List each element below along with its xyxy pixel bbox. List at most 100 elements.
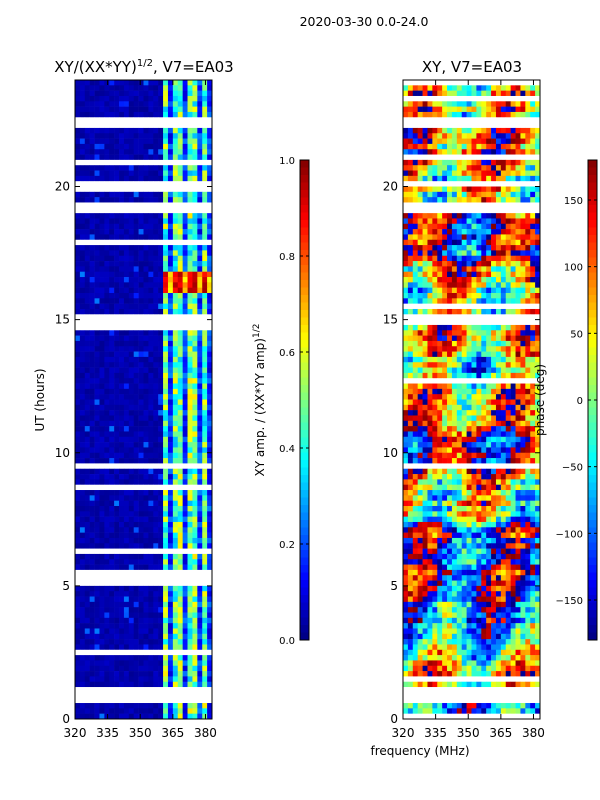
amplitude-cell <box>148 548 154 555</box>
amplitude-cell <box>192 628 198 635</box>
amplitude-cell <box>75 447 81 454</box>
amplitude-cell <box>89 324 95 331</box>
phase-cell <box>476 170 482 177</box>
amplitude-cell <box>94 340 100 347</box>
amplitude-cell <box>202 692 208 698</box>
amplitude-cell <box>182 623 188 629</box>
phase-cell <box>403 90 409 97</box>
amplitude-cell <box>84 490 90 496</box>
amplitude-cell <box>94 356 100 363</box>
phase-cell <box>535 223 541 230</box>
phase-cell <box>432 213 438 219</box>
amplitude-cell <box>197 346 203 352</box>
amplitude-cell <box>202 202 208 209</box>
amplitude-cell <box>123 138 130 145</box>
amplitude-cell <box>84 548 90 555</box>
colorbar-segment <box>300 340 309 348</box>
amplitude-cell <box>89 474 95 480</box>
phase-cell <box>451 95 458 102</box>
phase-cell <box>481 293 487 299</box>
amplitude-cell <box>109 298 115 304</box>
amplitude-cell <box>163 665 169 672</box>
phase-cell <box>451 314 458 320</box>
amplitude-cell <box>187 410 193 416</box>
phase-cell <box>530 202 536 209</box>
amplitude-cell <box>138 346 144 352</box>
amplitude-cell <box>167 127 174 134</box>
amplitude-cell <box>202 335 208 342</box>
amplitude-cell <box>163 133 169 139</box>
phase-cell <box>486 159 492 166</box>
amplitude-cell <box>99 447 105 454</box>
amplitude-cell <box>89 516 95 523</box>
amplitude-cell <box>167 692 174 698</box>
amplitude-cell <box>114 607 120 613</box>
amplitude-cell <box>114 559 120 565</box>
phase-cell <box>486 314 492 320</box>
phase-cell <box>412 85 418 91</box>
amplitude-cell <box>104 548 110 555</box>
amplitude-cell <box>104 239 110 246</box>
amplitude-cell <box>114 655 120 661</box>
amplitude-cell <box>89 351 95 358</box>
amplitude-cell <box>172 85 179 91</box>
amplitude-cell <box>119 703 125 709</box>
amplitude-cell <box>167 80 174 86</box>
amplitude-cell <box>138 250 144 257</box>
phase-cell <box>520 143 526 150</box>
amplitude-cell <box>143 293 149 299</box>
amplitude-cell <box>89 484 95 491</box>
amplitude-cell <box>187 713 193 720</box>
amplitude-cell <box>128 149 135 155</box>
amplitude-cell <box>133 266 139 272</box>
phase-cell <box>520 95 526 102</box>
amplitude-cell <box>119 537 125 544</box>
amplitude-cell <box>104 474 110 480</box>
amplitude-cell <box>84 394 90 400</box>
amplitude-cell <box>182 197 188 203</box>
phase-cell <box>520 133 526 139</box>
amplitude-cell <box>138 218 144 225</box>
amplitude-cell <box>192 95 198 102</box>
amplitude-cell <box>177 261 183 267</box>
amplitude-cell <box>89 197 95 203</box>
figure-suptitle: 2020-03-30 0.0-24.0 <box>300 14 429 29</box>
amplitude-cell <box>123 271 130 278</box>
amplitude-cell <box>182 101 188 107</box>
amplitude-cell <box>114 127 120 134</box>
phase-cell <box>456 95 463 102</box>
phase-cell <box>486 175 492 182</box>
phase-cell <box>466 330 472 336</box>
phase-cell <box>491 271 497 278</box>
phase-cell <box>510 143 516 150</box>
amplitude-cell <box>89 569 95 576</box>
amplitude-cell <box>187 532 193 539</box>
phase-cell <box>451 218 458 225</box>
phase-cell <box>417 324 423 331</box>
colorbar-segment <box>300 625 309 633</box>
amplitude-cell <box>148 261 154 267</box>
amplitude-cell <box>94 127 100 134</box>
phase-cell <box>461 170 467 177</box>
amplitude-cell <box>187 229 193 235</box>
amplitude-cell <box>94 639 100 645</box>
phase-cell <box>491 159 497 166</box>
amplitude-cell <box>114 367 120 374</box>
amplitude-cell <box>167 516 174 523</box>
amplitude-cell <box>207 229 213 235</box>
phase-cell <box>505 245 511 251</box>
amplitude-cell <box>99 117 105 123</box>
amplitude-cell <box>75 165 81 171</box>
phase-cell <box>422 159 428 166</box>
amplitude-cell <box>182 713 188 720</box>
phase-cell <box>407 122 414 129</box>
amplitude-cell <box>148 138 154 145</box>
phase-cell <box>447 186 453 193</box>
amplitude-cell <box>104 378 110 384</box>
phase-cell <box>520 319 526 326</box>
amplitude-cell <box>109 138 115 145</box>
amplitude-cell <box>89 458 95 464</box>
phase-cell <box>422 170 428 177</box>
colorbar-segment <box>300 535 309 543</box>
phase-cell <box>447 234 453 241</box>
